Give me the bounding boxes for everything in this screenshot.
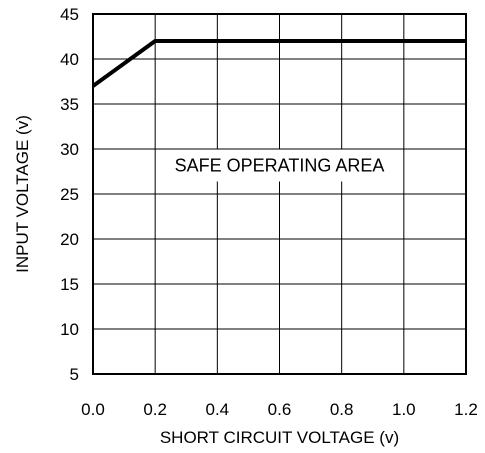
y-tick-label: 20 [60, 230, 79, 249]
y-tick-label: 25 [60, 185, 79, 204]
y-tick-label: 30 [60, 140, 79, 159]
y-tick-label: 35 [60, 95, 79, 114]
x-tick-label: 0.2 [143, 400, 167, 419]
series-line [91, 39, 466, 88]
y-axis-label: INPUT VOLTAGE (v) [13, 115, 32, 273]
y-tick-labels: 5 10 15 20 25 30 35 40 45 [60, 5, 79, 384]
plot-frame [92, 13, 467, 375]
y-tick-label: 45 [60, 5, 79, 24]
x-tick-label: 1.2 [454, 400, 478, 419]
x-tick-labels: 0.0 0.2 0.4 0.6 0.8 1.0 1.2 [81, 400, 478, 419]
annotation-label: SAFE OPERATING AREA [175, 156, 385, 176]
y-tick-label: 40 [60, 50, 79, 69]
annotation-background [168, 149, 391, 182]
x-tick-label: 0.4 [206, 400, 230, 419]
x-axis-label: SHORT CIRCUIT VOLTAGE (v) [160, 428, 399, 447]
x-tick-label: 1.0 [392, 400, 416, 419]
x-tick-label: 0.6 [268, 400, 292, 419]
annotation-layer: SAFE OPERATING AREA [168, 149, 391, 182]
series-layer [91, 39, 466, 88]
x-tick-label: 0.0 [81, 400, 105, 419]
y-tick-label: 15 [60, 275, 79, 294]
y-tick-label: 10 [60, 320, 79, 339]
x-tick-label: 0.8 [330, 400, 354, 419]
grid-lines [93, 14, 466, 374]
y-tick-label: 5 [70, 365, 79, 384]
